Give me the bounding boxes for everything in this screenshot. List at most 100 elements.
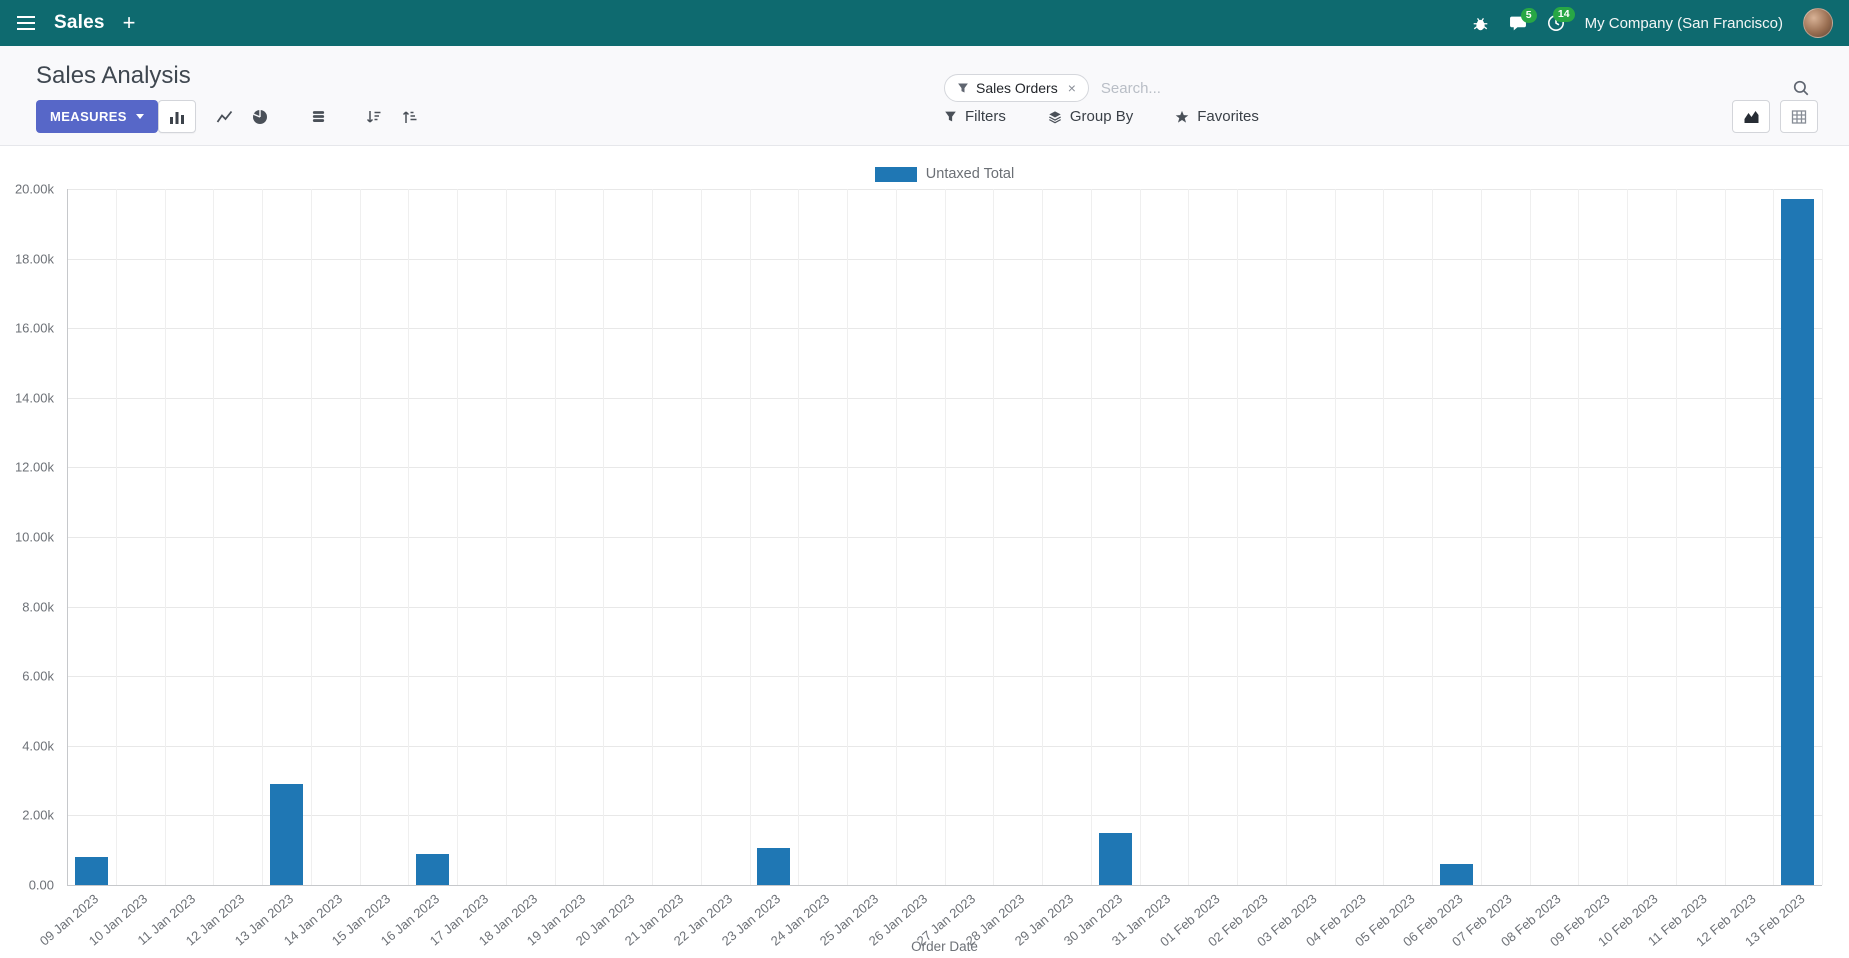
user-avatar[interactable] [1803, 8, 1833, 38]
y-axis-labels: 0.00 2.00k 4.00k 6.00k 8.00k 10.00k 12.00k 14.0… [0, 182, 60, 893]
bar-30 Jan 2023[interactable] [1098, 832, 1132, 885]
measures-label: MEASURES [50, 109, 127, 124]
legend-swatch [874, 166, 917, 182]
y-tick-label: 12.00k [14, 459, 54, 475]
bar-chart-button[interactable] [158, 100, 196, 133]
sort-ascending-button[interactable] [392, 100, 428, 133]
group-by-label: Group By [1069, 108, 1134, 125]
gridline-vertical [847, 189, 848, 885]
favorites-label: Favorites [1197, 108, 1259, 125]
messages-badge: 5 [1520, 7, 1537, 23]
stacked-toggle-button[interactable] [300, 100, 336, 133]
new-tab-plus-icon[interactable]: + [122, 10, 136, 35]
gridline-vertical [1773, 189, 1775, 885]
layers-icon [1048, 110, 1061, 123]
graph-view-button[interactable] [1732, 100, 1770, 133]
facet-remove-icon[interactable]: × [1067, 80, 1076, 96]
gridline-vertical [1432, 189, 1433, 885]
filter-icon [945, 111, 956, 122]
legend-label: Untaxed Total [925, 166, 1015, 182]
filters-label: Filters [965, 108, 1006, 125]
company-name[interactable]: My Company (San Francisco) [1584, 14, 1783, 32]
bar-23 Jan 2023[interactable] [757, 848, 791, 885]
bar-16 Jan 2023[interactable] [416, 853, 450, 885]
messages-icon[interactable]: 5 [1509, 7, 1537, 32]
gridline-horizontal [67, 885, 1822, 886]
gridline-vertical [1042, 189, 1043, 885]
gridline-vertical [798, 189, 800, 885]
top-navbar: Sales + 5 14 My Company (San Francisco) [0, 0, 1849, 46]
search-icon[interactable] [1792, 79, 1810, 97]
gridline-vertical [944, 189, 946, 885]
bar-13 Jan 2023[interactable] [269, 784, 303, 885]
area-chart-icon [1744, 110, 1758, 123]
measures-button[interactable]: MEASURES [36, 100, 158, 133]
page-title: Sales Analysis [36, 62, 191, 89]
pivot-table-icon [1791, 109, 1807, 124]
apps-menu-icon[interactable] [16, 15, 36, 31]
view-switcher [1732, 100, 1818, 133]
pivot-view-button[interactable] [1780, 100, 1818, 133]
gridline-vertical [164, 189, 166, 885]
x-axis-title: Order Date [911, 939, 978, 954]
pie-chart-button[interactable] [242, 100, 278, 133]
gridline-vertical [554, 189, 556, 885]
gridline-vertical [213, 189, 215, 885]
y-tick-label: 16.00k [14, 320, 54, 336]
gridline-vertical [1334, 189, 1336, 885]
y-tick-label: 14.00k [14, 390, 54, 406]
gridline-vertical [1675, 189, 1677, 885]
y-tick-label: 20.00k [14, 181, 54, 197]
gridline-vertical [1188, 189, 1190, 885]
activities-badge: 14 [1552, 7, 1575, 22]
gridline-vertical [895, 189, 897, 885]
y-tick-label: 4.00k [22, 738, 54, 754]
search-input[interactable] [1100, 79, 1792, 97]
gridline-vertical [1578, 189, 1580, 885]
star-icon [1175, 110, 1189, 123]
gridline-vertical [262, 189, 263, 885]
favorites-button[interactable]: Favorites [1175, 108, 1259, 125]
debug-bug-icon[interactable] [1472, 15, 1489, 32]
line-chart-button[interactable] [206, 100, 242, 133]
graph-view: Untaxed Total 0.00 2.00k 4.00k 6.00k 8.00k 10… [0, 146, 1849, 958]
gridline-vertical [1139, 189, 1141, 885]
y-tick-label: 2.00k [22, 807, 54, 823]
gridline-vertical [1090, 189, 1092, 885]
gridline-vertical [359, 189, 361, 885]
search-facet[interactable]: Sales Orders × [944, 74, 1089, 102]
gridline-vertical [1285, 189, 1287, 885]
bar-13 Feb 2023[interactable] [1781, 199, 1815, 885]
activities-clock-icon[interactable]: 14 [1547, 7, 1575, 32]
chevron-down-icon [135, 114, 144, 119]
bar-06 Feb 2023[interactable] [1439, 864, 1473, 885]
gridline-vertical [1822, 189, 1823, 885]
gridline-vertical [1724, 189, 1726, 885]
app-name[interactable]: Sales [54, 12, 105, 33]
y-tick-label: 8.00k [22, 599, 54, 615]
gridline-vertical [700, 189, 702, 885]
search-bar[interactable]: Sales Orders × [938, 70, 1818, 106]
search-options: Filters Group By Favorites [944, 100, 1259, 133]
group-by-button[interactable]: Group By [1048, 108, 1133, 125]
sort-descending-button[interactable] [356, 100, 392, 133]
chart-toolbar [158, 100, 428, 133]
gridline-vertical [67, 189, 68, 885]
gridline-vertical [652, 189, 653, 885]
gridline-vertical [1383, 189, 1385, 885]
bar-plot [67, 189, 1823, 886]
filter-funnel-icon [958, 83, 968, 93]
chart-legend[interactable]: Untaxed Total [67, 166, 1822, 182]
filters-button[interactable]: Filters [944, 108, 1006, 125]
gridline-vertical [603, 189, 605, 885]
gridline-vertical [1529, 189, 1531, 885]
search-facet-label: Sales Orders [976, 80, 1058, 96]
gridline-vertical [1237, 189, 1238, 885]
gridline-vertical [1627, 189, 1628, 885]
y-tick-label: 0.00 [28, 877, 54, 893]
y-tick-label: 10.00k [14, 529, 54, 545]
gridline-vertical [457, 189, 458, 885]
y-tick-label: 18.00k [14, 251, 54, 267]
bar-09 Jan 2023[interactable] [74, 857, 108, 885]
gridline-vertical [749, 189, 751, 885]
